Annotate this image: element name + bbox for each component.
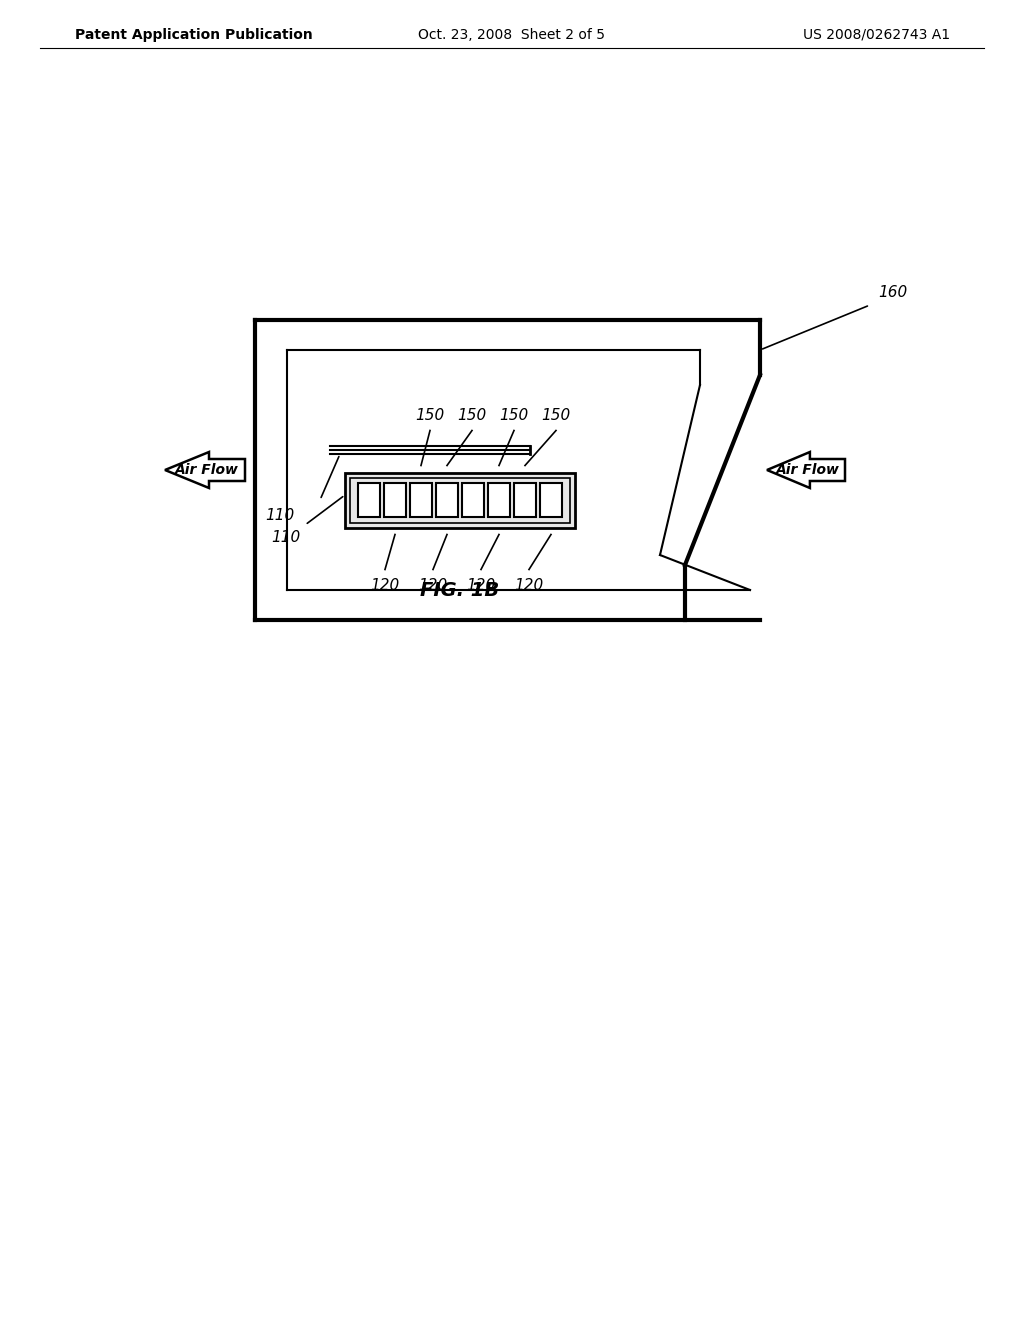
Bar [436,483,458,517]
Bar [540,483,562,517]
Bar [410,483,432,517]
Text: 110: 110 [266,507,295,523]
Text: 110: 110 [270,531,300,545]
Bar [488,483,510,517]
Text: FIG. 1B: FIG. 1B [421,581,500,599]
Text: Patent Application Publication: Patent Application Publication [75,28,312,42]
Text: 120: 120 [466,578,496,593]
Text: 120: 120 [371,578,399,593]
Polygon shape [165,451,245,488]
Bar [345,473,575,528]
Text: 150: 150 [542,408,570,422]
Bar [350,478,570,523]
Text: US 2008/0262743 A1: US 2008/0262743 A1 [803,28,950,42]
Text: Air Flow: Air Flow [175,463,239,477]
Text: 150: 150 [458,408,486,422]
Text: 160: 160 [878,285,907,300]
Bar [514,483,536,517]
Text: 120: 120 [419,578,447,593]
Text: 150: 150 [500,408,528,422]
Text: Air Flow: Air Flow [776,463,840,477]
Bar [358,483,380,517]
Bar [462,483,484,517]
Text: 120: 120 [514,578,544,593]
Bar [384,483,406,517]
Text: Oct. 23, 2008  Sheet 2 of 5: Oct. 23, 2008 Sheet 2 of 5 [419,28,605,42]
Polygon shape [767,451,845,488]
Text: 150: 150 [416,408,444,422]
